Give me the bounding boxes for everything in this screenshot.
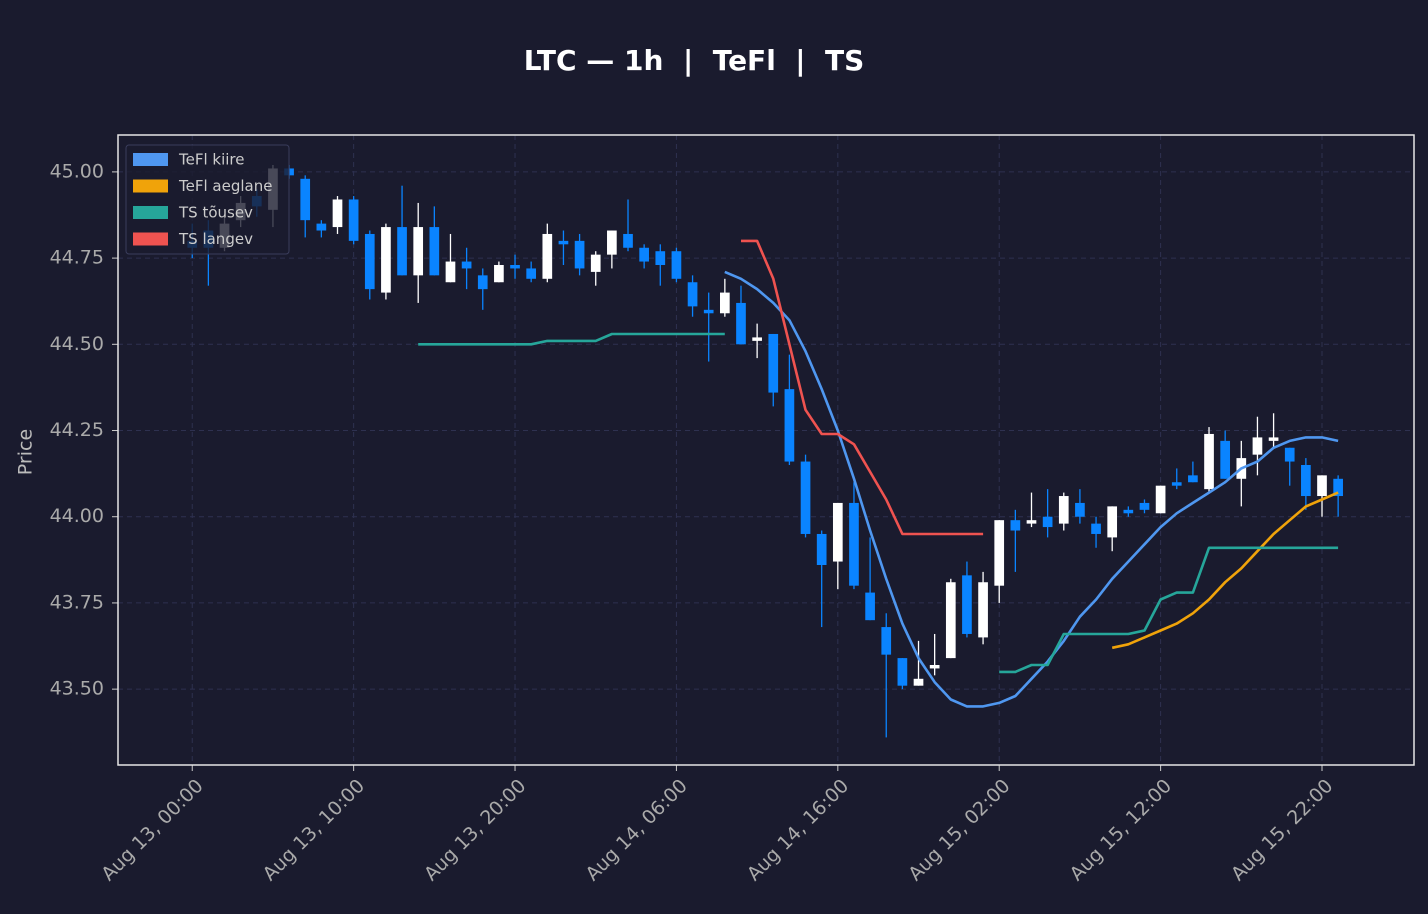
candle-body xyxy=(1171,482,1182,486)
candle-body xyxy=(1091,523,1101,534)
legend-swatch xyxy=(133,232,168,246)
y-tick-label: 44.50 xyxy=(50,333,104,355)
legend-swatch xyxy=(133,206,168,219)
candle-body xyxy=(1284,447,1295,462)
candle-body xyxy=(397,227,407,276)
candle-body xyxy=(687,282,698,307)
candle-body xyxy=(1317,475,1327,497)
legend-label: TS langev xyxy=(178,230,253,248)
y-tick-label: 43.50 xyxy=(50,678,104,700)
candle-body xyxy=(881,627,892,655)
candle-body xyxy=(1123,509,1134,514)
candle-body xyxy=(461,261,472,269)
candle-body xyxy=(897,658,908,686)
candle-body xyxy=(1075,502,1085,517)
candle-body xyxy=(978,582,988,638)
candle-body xyxy=(929,665,940,669)
candle-body xyxy=(703,309,714,314)
candle-body xyxy=(913,678,924,686)
candle-body xyxy=(994,520,1005,586)
y-axis-label: Price xyxy=(15,429,37,475)
candle-body xyxy=(784,389,795,462)
candle-body xyxy=(1107,506,1118,538)
candle-body xyxy=(1058,496,1069,524)
y-tick-label: 43.75 xyxy=(50,591,104,613)
candle-body xyxy=(800,461,811,534)
candle-body xyxy=(542,233,553,279)
candle-body xyxy=(736,302,746,345)
candle-body xyxy=(639,247,649,262)
candle-body xyxy=(962,575,972,634)
legend-swatch xyxy=(133,179,168,193)
candle-body xyxy=(720,292,730,314)
legend-label: TeFl kiire xyxy=(178,151,245,169)
candle-body xyxy=(1204,433,1214,490)
candle-body xyxy=(510,265,520,269)
y-tick-label: 44.75 xyxy=(50,247,104,269)
candle-body xyxy=(1301,465,1311,497)
plot-frame xyxy=(117,134,1415,766)
candle-body xyxy=(752,337,762,341)
candle-body xyxy=(1252,437,1263,455)
candle-body xyxy=(574,240,585,269)
candle-body xyxy=(348,199,359,241)
candle-body xyxy=(945,582,956,659)
candle-body xyxy=(832,502,843,562)
y-tick-label: 44.00 xyxy=(50,505,104,527)
candle-body xyxy=(623,233,633,248)
candle-body xyxy=(1042,516,1053,528)
candle-body xyxy=(655,251,666,265)
candle-body xyxy=(300,178,311,221)
candle-body xyxy=(1026,520,1037,524)
line-series xyxy=(724,270,1339,708)
candle-body xyxy=(768,333,779,393)
candle-body xyxy=(849,502,859,586)
line-series xyxy=(1111,491,1339,650)
y-tick-label: 44.25 xyxy=(50,419,104,441)
legend-box xyxy=(125,144,290,255)
candle-body xyxy=(671,251,682,279)
chart-title: LTC — 1h | TeFl | TS xyxy=(524,44,865,77)
candle-body xyxy=(1268,437,1279,441)
line-series xyxy=(418,332,1339,674)
candle-body xyxy=(364,233,375,290)
candle-body xyxy=(590,254,601,272)
legend-label: TS tõusev xyxy=(178,204,253,222)
candle-body xyxy=(381,227,391,293)
candle-body xyxy=(526,268,537,279)
candle-body xyxy=(445,261,456,283)
candle-body xyxy=(1220,440,1231,479)
candle-body xyxy=(1139,502,1150,510)
candle-body xyxy=(607,230,617,255)
candle-body xyxy=(1010,520,1021,531)
y-tick-label: 45.00 xyxy=(50,160,104,182)
candle-body xyxy=(816,533,827,565)
candle-body xyxy=(1155,485,1166,514)
line-series xyxy=(741,239,984,536)
candle-body xyxy=(1188,475,1198,483)
legend: TeFl kiire TeFl aeglane TS tõusev TS langev xyxy=(125,144,290,255)
candle-body xyxy=(558,240,569,245)
candle-body xyxy=(477,275,488,290)
candle-body xyxy=(494,265,504,283)
candle-body xyxy=(1333,478,1343,497)
candle-body xyxy=(429,227,440,276)
legend-label: TeFl aeglane xyxy=(178,177,272,195)
candle-body xyxy=(316,223,327,231)
candle-body xyxy=(413,227,424,276)
candle-body xyxy=(332,199,343,228)
candle-body xyxy=(865,592,875,621)
legend-swatch xyxy=(133,153,168,166)
